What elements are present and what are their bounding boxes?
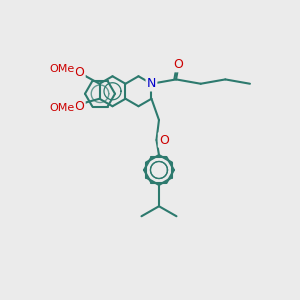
Text: OMe: OMe bbox=[50, 64, 75, 74]
Text: O: O bbox=[159, 134, 169, 146]
Text: N: N bbox=[147, 77, 156, 90]
Text: O: O bbox=[75, 66, 84, 79]
Text: O: O bbox=[75, 100, 84, 113]
Text: O: O bbox=[173, 58, 183, 71]
Text: OMe: OMe bbox=[50, 103, 75, 112]
